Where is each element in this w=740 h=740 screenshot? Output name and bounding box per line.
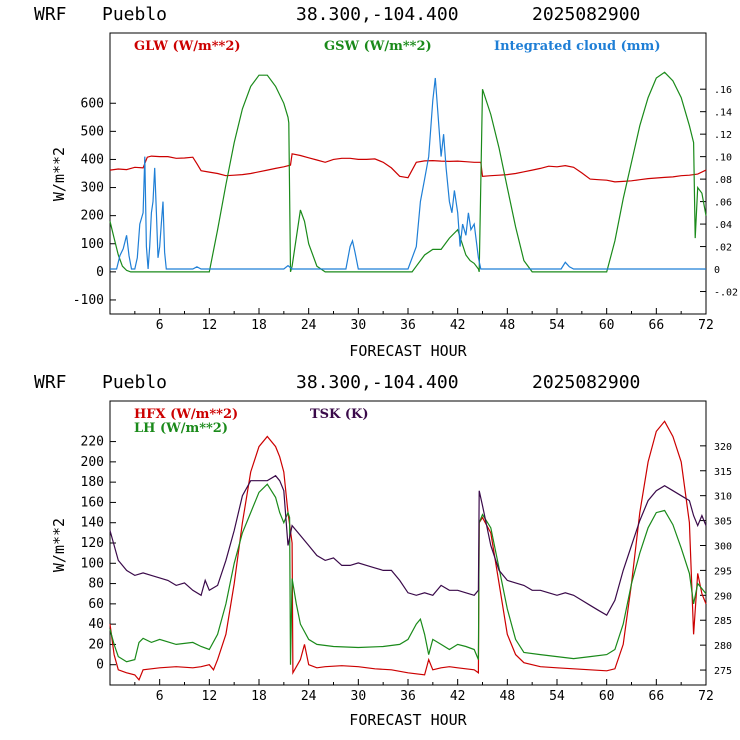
panel1-xtick-label: 54 xyxy=(549,318,565,333)
panel2-xtick-label: 12 xyxy=(202,689,218,704)
panel1-series-integrated-line xyxy=(110,77,706,270)
panel2-y2tick-label: 295 xyxy=(714,566,732,577)
panel1-xtick-label: 30 xyxy=(351,318,367,333)
panel1-xtick-label: 42 xyxy=(450,318,466,333)
panel1-xtick-label: 72 xyxy=(698,318,714,333)
panel2-location: Pueblo xyxy=(102,372,167,393)
panel1-xtick-label: 36 xyxy=(400,318,416,333)
panel1-ytick-label: 500 xyxy=(81,124,104,139)
panel1-y2tick-label: .16 xyxy=(714,85,732,96)
panel2-xtick-label: 36 xyxy=(400,689,416,704)
panel1-xtick-label: 12 xyxy=(202,318,218,333)
panel2-ytick-label: 20 xyxy=(88,637,104,652)
panel2-xtick-label: 66 xyxy=(649,689,665,704)
panel2-xtick-label: 72 xyxy=(698,689,714,704)
panel1-location: Pueblo xyxy=(102,4,167,25)
panel2-y2tick-label: 315 xyxy=(714,467,732,478)
panel1-xtick-label: 24 xyxy=(301,318,317,333)
panel1-y2tick-label: .14 xyxy=(714,108,732,119)
chart-marks: 6 12 18 24 30 36 42 48 54 60 66 72-1000100200300400… xyxy=(73,71,738,704)
panel2-y2tick-label: 305 xyxy=(714,517,732,528)
panel1-legend-gsw: GSW (W/m**2) xyxy=(324,39,432,54)
panel2-xtick-label: 54 xyxy=(549,689,565,704)
panel1-ytick-label: 100 xyxy=(81,237,104,252)
panel2-ytick-label: 80 xyxy=(88,577,104,592)
panel1-ytick-label: 600 xyxy=(81,96,104,111)
panel1-header: WRF Pueblo 38.300,-104.400 2025082900 xyxy=(34,4,640,25)
panel2-series-hfx-line xyxy=(109,420,707,682)
panel2-xtick-label: 48 xyxy=(500,689,516,704)
panel1-y2tick-label: 0 xyxy=(714,265,720,276)
panel2-xtick-label: 60 xyxy=(599,689,615,704)
panel1-xtick-label: 18 xyxy=(251,318,267,333)
panel1-ytick-label: 400 xyxy=(81,152,104,167)
panel2-date: 2025082900 xyxy=(532,372,640,393)
panel1-y2tick-label: .10 xyxy=(714,153,732,164)
panel2-ytick-label: 100 xyxy=(81,556,104,571)
panel1-y2tick-label: .08 xyxy=(714,175,732,186)
panel1-xtick-label: 66 xyxy=(649,318,665,333)
panel1-date: 2025082900 xyxy=(532,4,640,25)
panel1-legend-glw: GLW (W/m**2) xyxy=(134,39,241,54)
panel1-y2tick-label: .04 xyxy=(714,220,732,231)
panel2-y2tick-label: 320 xyxy=(714,442,732,453)
panel1-xtick-label: 60 xyxy=(599,318,615,333)
panel2-ytick-label: 40 xyxy=(88,617,104,632)
panel2-xtick-label: 18 xyxy=(251,689,267,704)
panel2-y2tick-label: 300 xyxy=(714,541,732,552)
panel2-xtick-label: 42 xyxy=(450,689,466,704)
panel1-y2tick-label: -.02 xyxy=(714,288,738,299)
panel2-ytick-label: 0 xyxy=(96,658,104,673)
panel2-ytick-label: 200 xyxy=(81,455,104,470)
panel1-ytick-label: -100 xyxy=(73,293,104,308)
panel1-ylabel: W/m**2 xyxy=(50,147,68,201)
panel2-xtick-label: 6 xyxy=(156,689,164,704)
panel2-series-lh-line xyxy=(109,483,707,665)
panel1-model: WRF xyxy=(34,4,67,25)
panel1-ytick-label: 300 xyxy=(81,181,104,196)
panel1-xlabel: FORECAST HOUR xyxy=(349,342,467,360)
panel2-model: WRF xyxy=(34,372,67,393)
panel2-legend-lh: LH (W/m**2) xyxy=(134,421,228,436)
panel2-ytick-label: 60 xyxy=(88,597,104,612)
panel2-ytick-label: 120 xyxy=(81,536,104,551)
panel2-y2tick-label: 285 xyxy=(714,616,732,627)
panel2-xtick-label: 24 xyxy=(301,689,317,704)
panel1-y2tick-label: .06 xyxy=(714,198,732,209)
panel2-y2tick-label: 310 xyxy=(714,492,732,503)
panel2-header: WRF Pueblo 38.300,-104.400 2025082900 xyxy=(34,372,640,393)
panel2-coords: 38.300,-104.400 xyxy=(296,372,459,393)
panel2-ytick-label: 220 xyxy=(81,435,104,450)
panel2-y2tick-label: 280 xyxy=(714,641,732,652)
panel1-ytick-label: 0 xyxy=(96,265,104,280)
panel1-legend-cloud: Integrated cloud (mm) xyxy=(494,39,660,54)
panel1-ytick-label: 200 xyxy=(81,209,104,224)
panel2-ytick-label: 160 xyxy=(81,495,104,510)
panel2-ylabel: W/m**2 xyxy=(50,518,68,572)
panel1-series-glw-line xyxy=(109,153,707,183)
panel2-legend-hfx: HFX (W/m**2) xyxy=(134,407,238,422)
panel2-xtick-label: 30 xyxy=(351,689,367,704)
panel2-legend-tsk: TSK (K) xyxy=(310,407,369,422)
panel2-xlabel: FORECAST HOUR xyxy=(349,711,467,729)
panel1-y2tick-label: .02 xyxy=(714,243,732,254)
panel1-xtick-label: 48 xyxy=(500,318,516,333)
panel2-y2tick-label: 275 xyxy=(714,666,732,677)
panel2-series-tsk-line xyxy=(109,474,707,617)
panel2-y2tick-label: 290 xyxy=(714,591,732,602)
panel1-y2tick-label: .12 xyxy=(714,130,732,141)
panel1-coords: 38.300,-104.400 xyxy=(296,4,459,25)
panel2-ytick-label: 140 xyxy=(81,516,104,531)
panel1-xtick-label: 6 xyxy=(156,318,164,333)
panel2-ytick-label: 180 xyxy=(81,475,104,490)
panel1-series-gsw-line xyxy=(109,71,707,273)
